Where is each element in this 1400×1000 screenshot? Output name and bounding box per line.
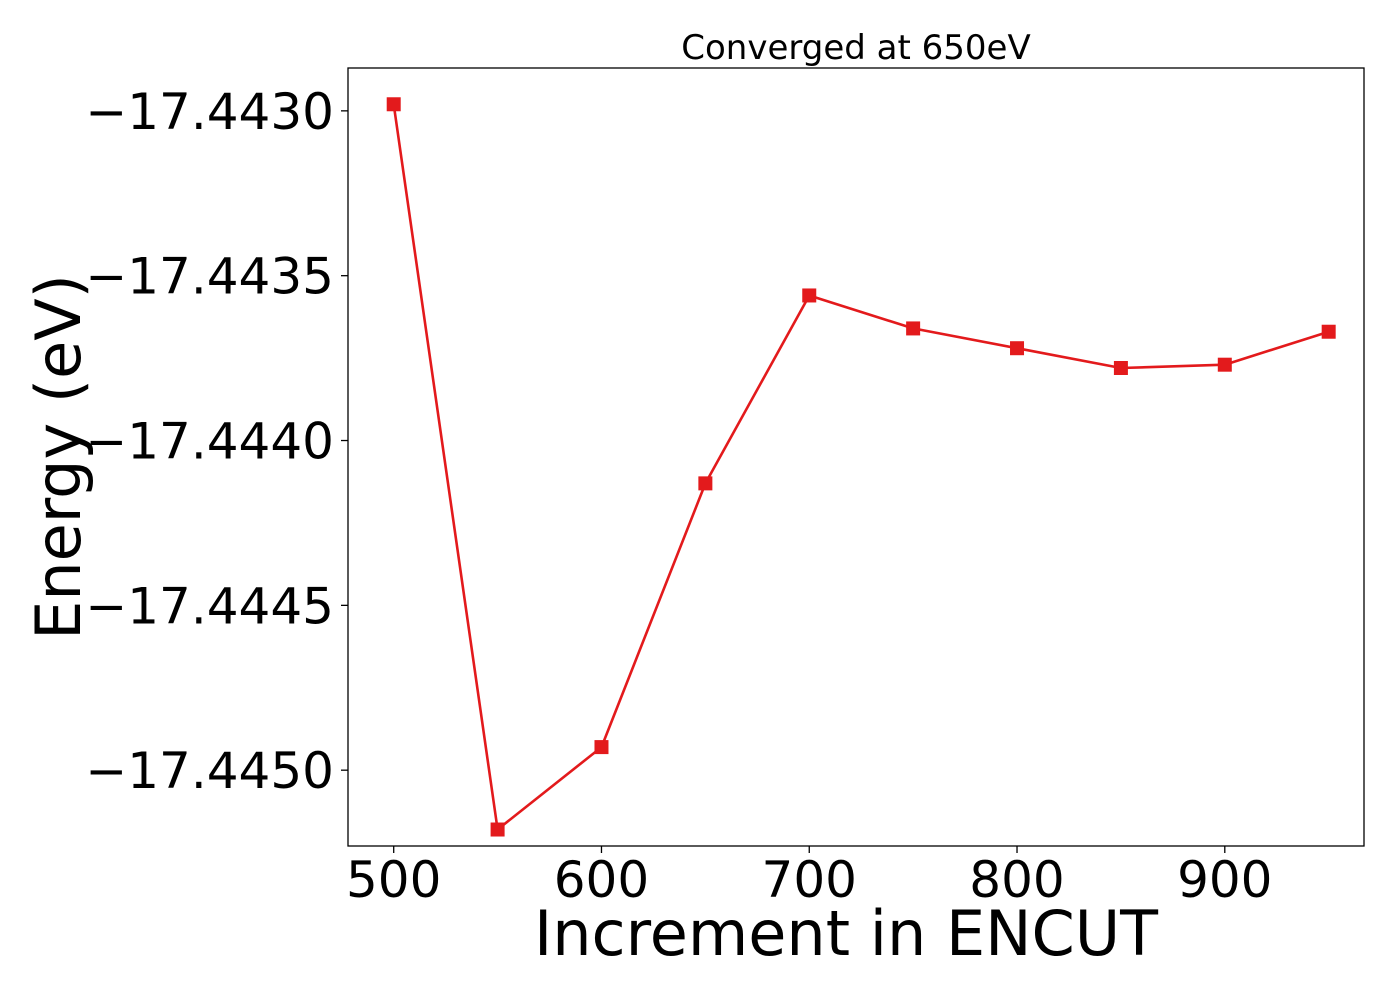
data-point xyxy=(698,476,713,491)
data-point xyxy=(594,740,609,755)
data-point xyxy=(1217,357,1232,372)
data-point xyxy=(906,321,921,336)
data-point xyxy=(386,97,401,112)
plot-frame xyxy=(347,67,1365,847)
data-point xyxy=(802,288,817,303)
y-axis-ticks: −17.4430 −17.4435 −17.4440 −17.4445 −17.4450 xyxy=(85,83,348,800)
series-line xyxy=(392,104,1330,831)
y-tick-label: −17.4430 xyxy=(85,83,334,141)
data-point xyxy=(1113,360,1128,375)
x-tick-label: 700 xyxy=(762,851,857,909)
x-tick-label: 600 xyxy=(554,851,649,909)
data-point xyxy=(1321,324,1336,339)
series-energy xyxy=(386,97,1336,837)
y-tick-label: −17.4450 xyxy=(85,742,334,800)
x-axis-label: Increment in ENCUT xyxy=(534,897,1159,970)
y-tick-label: −17.4435 xyxy=(85,248,334,306)
y-tick-label: −17.4440 xyxy=(85,413,334,471)
data-point xyxy=(1010,341,1025,356)
y-axis-label: Energy (eV) xyxy=(22,274,95,640)
y-tick-label: −17.4445 xyxy=(85,577,334,635)
x-axis-ticks: 500 600 700 800 900 xyxy=(346,846,1273,909)
x-tick-label: 500 xyxy=(346,851,441,909)
chart-title: Converged at 650eV xyxy=(681,28,1030,68)
data-point xyxy=(490,822,505,837)
x-tick-label: 800 xyxy=(969,851,1064,909)
x-tick-label: 900 xyxy=(1177,851,1272,909)
